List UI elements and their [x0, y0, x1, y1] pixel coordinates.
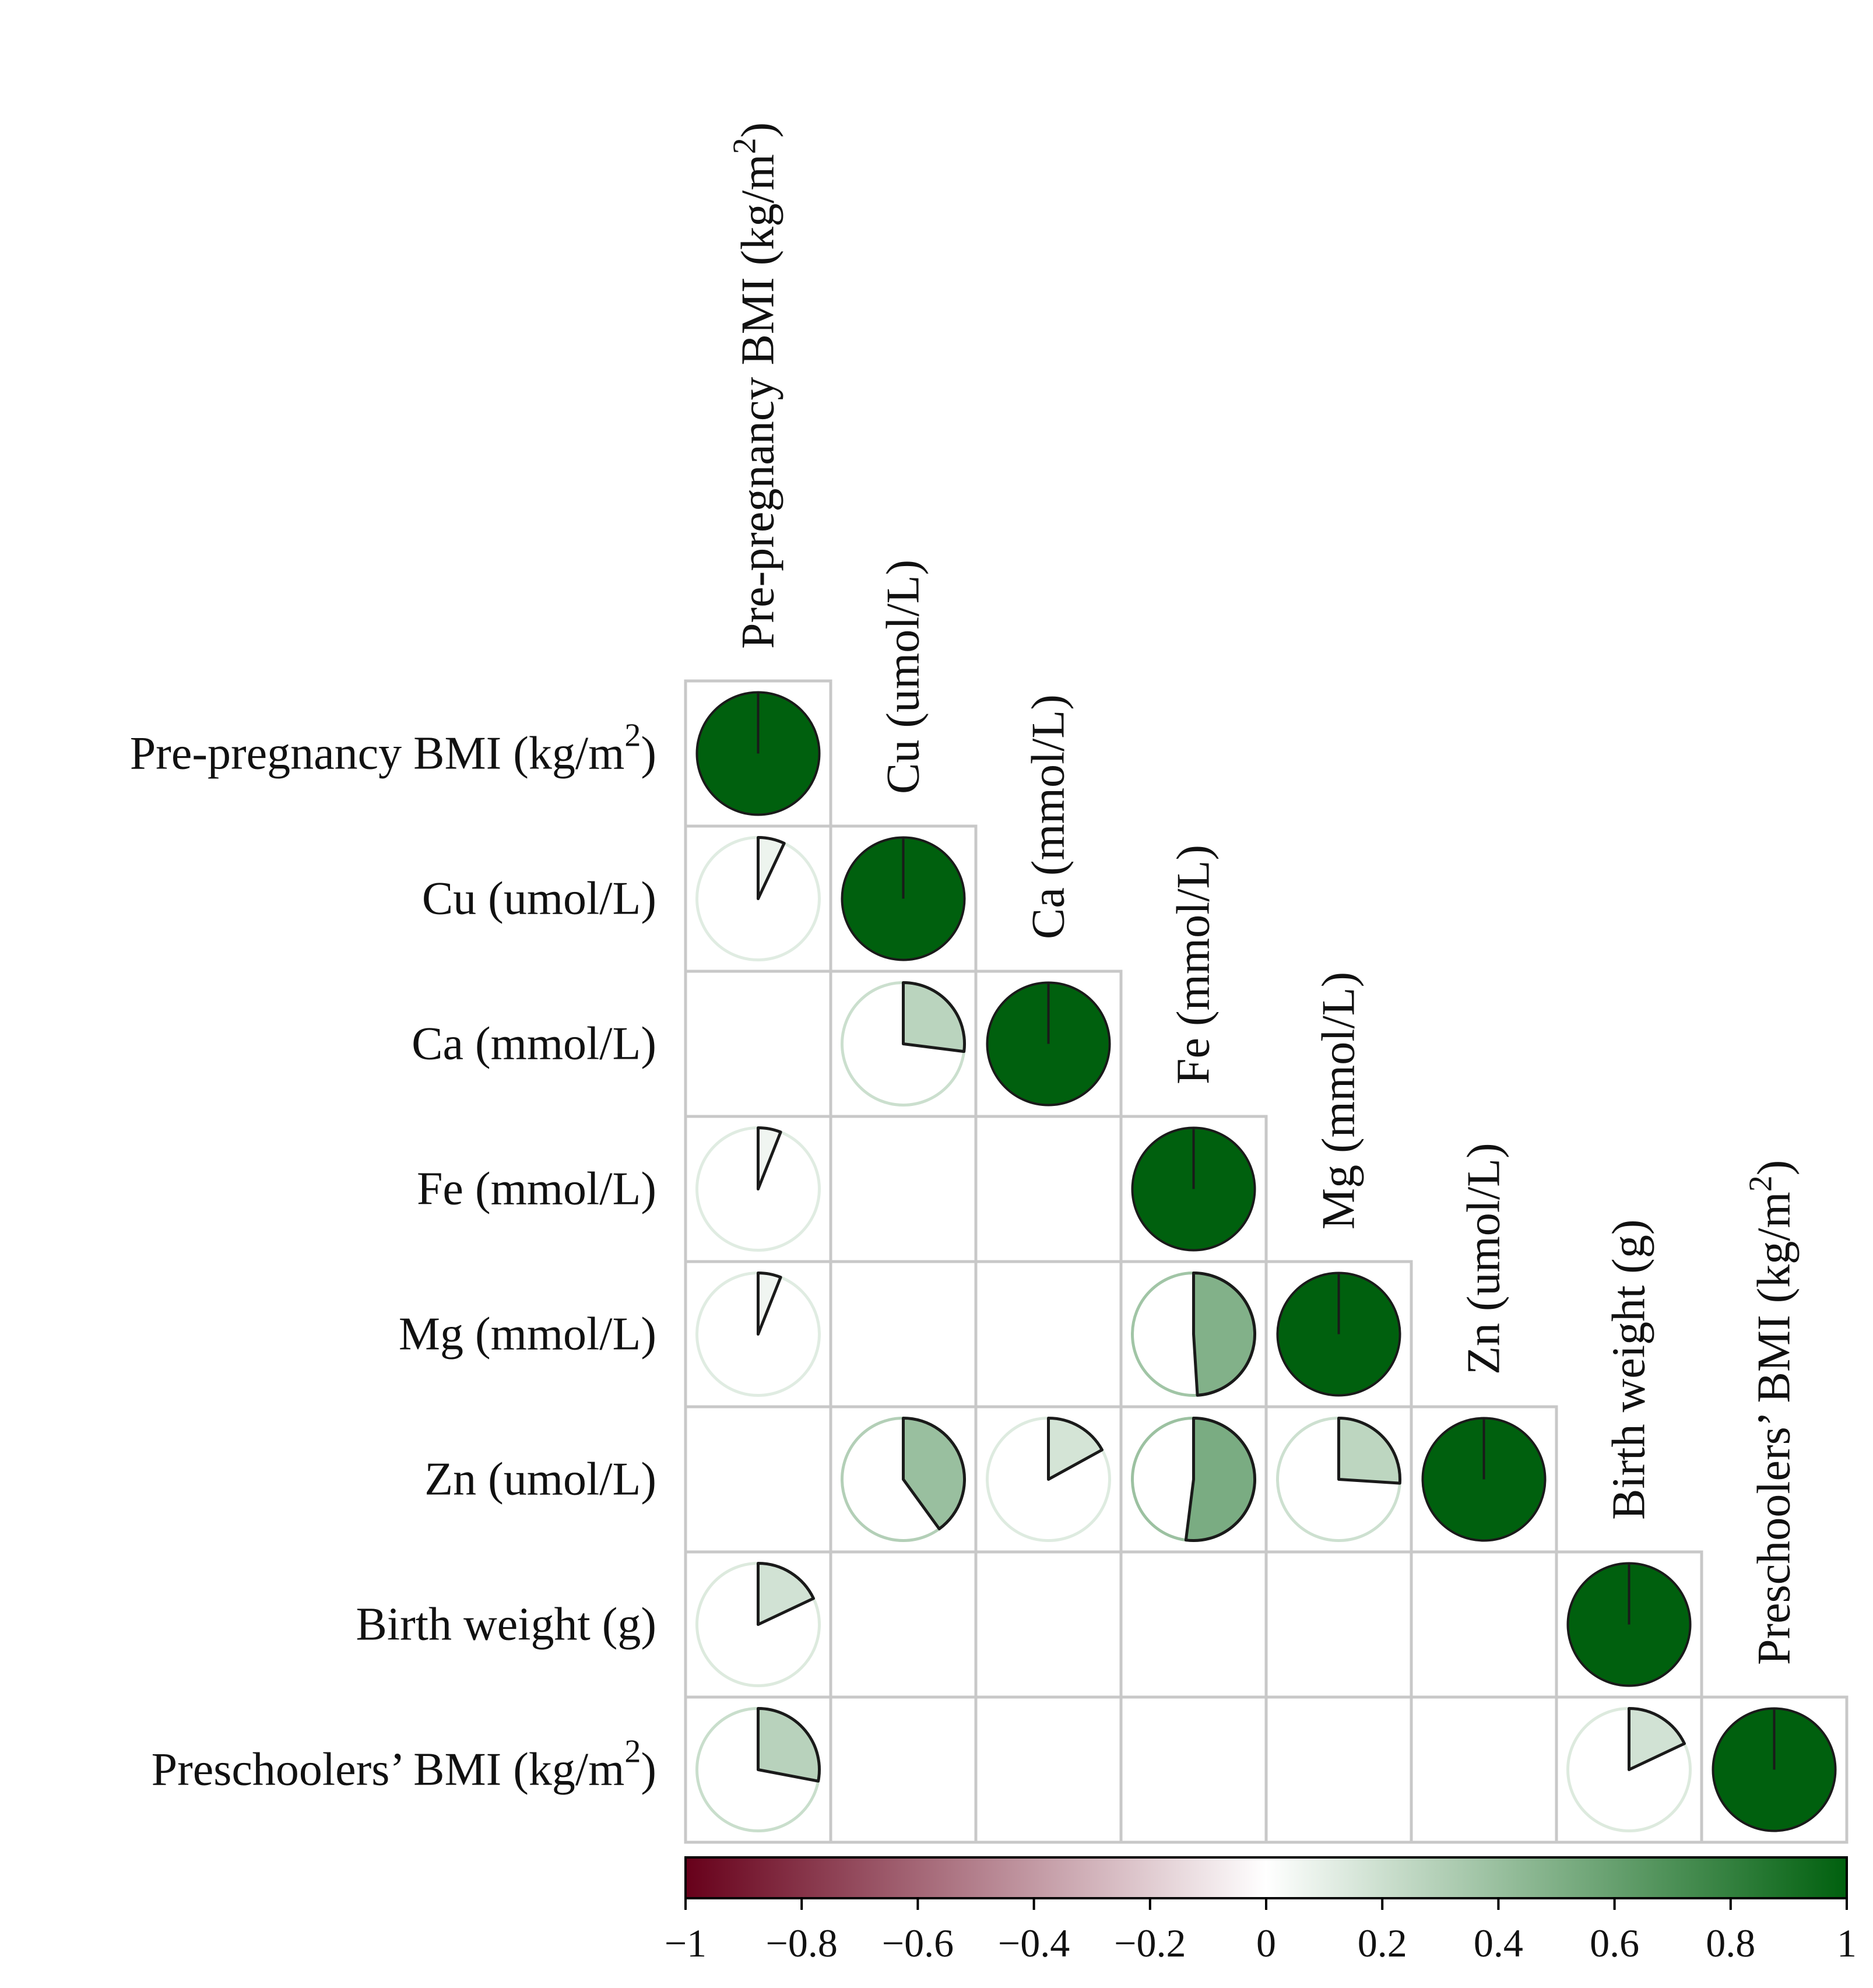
pie-cell-1-1: [841, 836, 966, 961]
grid-cell-5-0: [684, 1405, 832, 1554]
pie-cell-2-2: [986, 981, 1111, 1107]
grid-cell-3-1: [829, 1115, 978, 1263]
grid-cell-6-1: [829, 1550, 978, 1699]
colorbar-tick-label: −0.4: [998, 1921, 1070, 1965]
grid-cell-6-2: [974, 1550, 1123, 1699]
row-label-fe-mmol-l: Fe (mmol/L): [417, 1164, 656, 1215]
pie-wedge: [1337, 1417, 1401, 1485]
column-label-birth-weight-g: Birth weight (g): [1604, 1220, 1655, 1520]
colorbar-tick-label: 0.2: [1358, 1921, 1407, 1965]
column-label-zn-umol-l: Zn (umol/L): [1459, 1143, 1510, 1375]
grid-cell-6-3: [1119, 1550, 1268, 1699]
column-label-mg-mmol-l: Mg (mmol/L): [1313, 972, 1365, 1230]
pie-cell-7-7: [1712, 1707, 1837, 1832]
pie-cell-5-3: [1131, 1417, 1256, 1542]
colorbar-tick-label: 0.6: [1590, 1921, 1639, 1965]
row-label-birth-weight-g: Birth weight (g): [356, 1599, 656, 1650]
colorbar-tick-label: −1: [665, 1921, 707, 1965]
colorbar-tick-label: −0.8: [766, 1921, 838, 1965]
pie-wedge: [902, 981, 966, 1053]
pie-cell-4-4: [1276, 1272, 1401, 1397]
column-labels: Pre-pregnancy BMI (kg/m2) Cu (umol/L) Ca (…: [727, 122, 1800, 1665]
grid-cell-3-2: [974, 1115, 1123, 1263]
grid-cell-7-4: [1264, 1695, 1413, 1844]
grid-cell-2-0: [684, 970, 832, 1118]
colorbar-gradient: [684, 1856, 1848, 1899]
row-label-ca-mmol-l: Ca (mmol/L): [412, 1018, 656, 1070]
grid-cell-6-4: [1264, 1550, 1413, 1699]
pie-cell-5-4: [1276, 1417, 1401, 1542]
row-label-pre-pregnancy-bmi-kg-m: Pre-pregnancy BMI (kg/m2): [130, 718, 656, 779]
column-label-fe-mmol-l: Fe (mmol/L): [1168, 845, 1220, 1084]
pie-wedge: [1192, 1272, 1256, 1397]
colorbar-tick-label: −0.2: [1114, 1921, 1186, 1965]
colorbar: −1 −0.8 −0.6 −0.4 −0.2 0 0.2 0.4 0.6 0.8 1: [665, 1856, 1857, 1965]
pie-wedge: [757, 1126, 782, 1190]
pie-wedge: [757, 836, 786, 900]
pie-cell-5-5: [1421, 1417, 1547, 1542]
row-labels: Pre-pregnancy BMI (kg/m2) Cu (umol/L) Ca (…: [130, 718, 656, 1796]
column-label-ca-mmol-l: Ca (mmol/L): [1023, 694, 1074, 939]
grid-cell-4-2: [974, 1260, 1123, 1409]
pie-wedge: [757, 1562, 816, 1626]
pie-wedge: [757, 1272, 782, 1336]
pie-cell-4-0: [695, 1272, 821, 1397]
column-label-preschoolers-bmi-kg-m: Preschoolers’ BMI (kg/m2): [1743, 1160, 1800, 1665]
pie-cell-6-0: [695, 1562, 821, 1687]
colorbar-tick-label: 0.4: [1474, 1921, 1523, 1965]
colorbar-tick-label: 0: [1256, 1921, 1276, 1965]
colorbar-tick-label: 1: [1837, 1921, 1857, 1965]
pie-cell-5-2: [986, 1417, 1111, 1542]
grid-cell-7-5: [1410, 1695, 1558, 1844]
grid-cell-6-5: [1410, 1550, 1558, 1699]
grid-cell-7-3: [1119, 1695, 1268, 1844]
column-label-pre-pregnancy-bmi-kg-m: Pre-pregnancy BMI (kg/m2): [727, 122, 784, 649]
grid-cell-7-2: [974, 1695, 1123, 1844]
pie-cell-2-1: [841, 981, 966, 1107]
pie-cell-6-6: [1566, 1562, 1692, 1687]
column-label-cu-umol-l: Cu (umol/L): [878, 560, 929, 794]
row-label-preschoolers-bmi-kg-m: Preschoolers’ BMI (kg/m2): [152, 1734, 656, 1796]
grid-cell-4-1: [829, 1260, 978, 1409]
pie-cell-7-0: [695, 1707, 821, 1832]
row-label-cu-umol-l: Cu (umol/L): [422, 873, 656, 925]
pie-wedge: [757, 1707, 821, 1783]
row-label-mg-mmol-l: Mg (mmol/L): [399, 1309, 656, 1360]
row-label-zn-umol-l: Zn (umol/L): [424, 1454, 656, 1505]
pie-cell-0-0: [695, 691, 821, 816]
pie-wedge: [1628, 1707, 1686, 1771]
pie-cell-3-3: [1131, 1126, 1256, 1252]
grid-cell-7-7: [1700, 1695, 1849, 1844]
grid-layer: [684, 679, 1849, 1844]
pie-cell-5-1: [841, 1417, 966, 1542]
grid-cell-7-1: [829, 1695, 978, 1844]
pie-cell-3-0: [695, 1126, 821, 1252]
pie-cell-4-3: [1131, 1272, 1256, 1397]
pie-cell-7-6: [1566, 1707, 1692, 1832]
pie-layer: [695, 691, 1837, 1832]
colorbar-tick-label: −0.6: [882, 1921, 954, 1965]
pie-cell-1-0: [695, 836, 821, 961]
pie-wedge: [902, 1417, 966, 1530]
pie-wedge: [1047, 1417, 1104, 1481]
pie-wedge: [1184, 1417, 1256, 1542]
colorbar-tick-label: 0.8: [1706, 1921, 1755, 1965]
